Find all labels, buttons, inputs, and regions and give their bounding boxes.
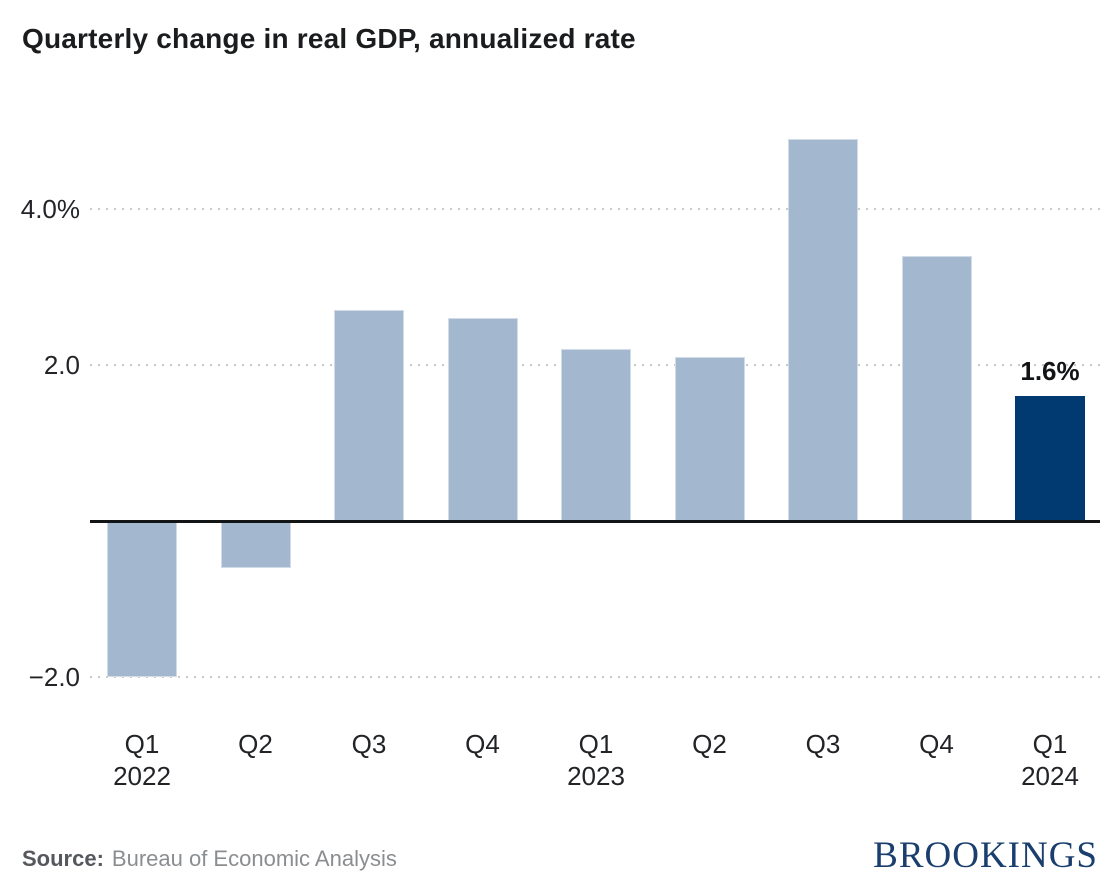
x-tick-quarter: Q4: [465, 729, 500, 759]
bar-highlighted: [1015, 396, 1085, 521]
bar: [901, 255, 972, 521]
bar: [220, 522, 291, 568]
x-tick-quarter: Q2: [692, 729, 727, 759]
bar: [561, 349, 631, 521]
x-tick-quarter: Q2: [238, 729, 273, 759]
y-tick-label: 2.0: [43, 350, 80, 380]
y-tick-label: −2.0: [28, 662, 80, 692]
value-label: 1.6%: [1020, 356, 1080, 387]
x-tick-quarter: Q1: [1032, 729, 1068, 759]
x-tick-year: 2022: [113, 761, 171, 791]
x-tick-quarter: Q1: [124, 729, 160, 759]
bar: [788, 138, 858, 521]
chart-title: Quarterly change in real GDP, annualized…: [22, 23, 636, 54]
bar: [674, 357, 745, 521]
gridline-y-4: [90, 208, 1100, 210]
x-tick-quarter: Q4: [919, 729, 954, 759]
y-tick-label: 4.0%: [20, 194, 80, 224]
x-tick-quarter: Q3: [805, 729, 841, 759]
bar: [334, 310, 404, 521]
source-text: Bureau of Economic Analysis: [111, 846, 397, 871]
bar: [447, 318, 518, 521]
zero-axis-line: [90, 520, 1100, 523]
source-note: Source: Bureau of Economic Analysis: [22, 844, 397, 874]
brookings-logo: BROOKINGS: [873, 835, 1098, 876]
bar: [107, 522, 177, 677]
source-label: Source:: [22, 846, 104, 871]
x-tick-year: 2023: [567, 761, 625, 791]
x-tick-quarter: Q3: [351, 729, 387, 759]
gridline-y--2: [90, 676, 1100, 678]
x-tick-quarter: Q1: [578, 729, 614, 759]
x-tick-year: 2024: [1021, 761, 1079, 791]
